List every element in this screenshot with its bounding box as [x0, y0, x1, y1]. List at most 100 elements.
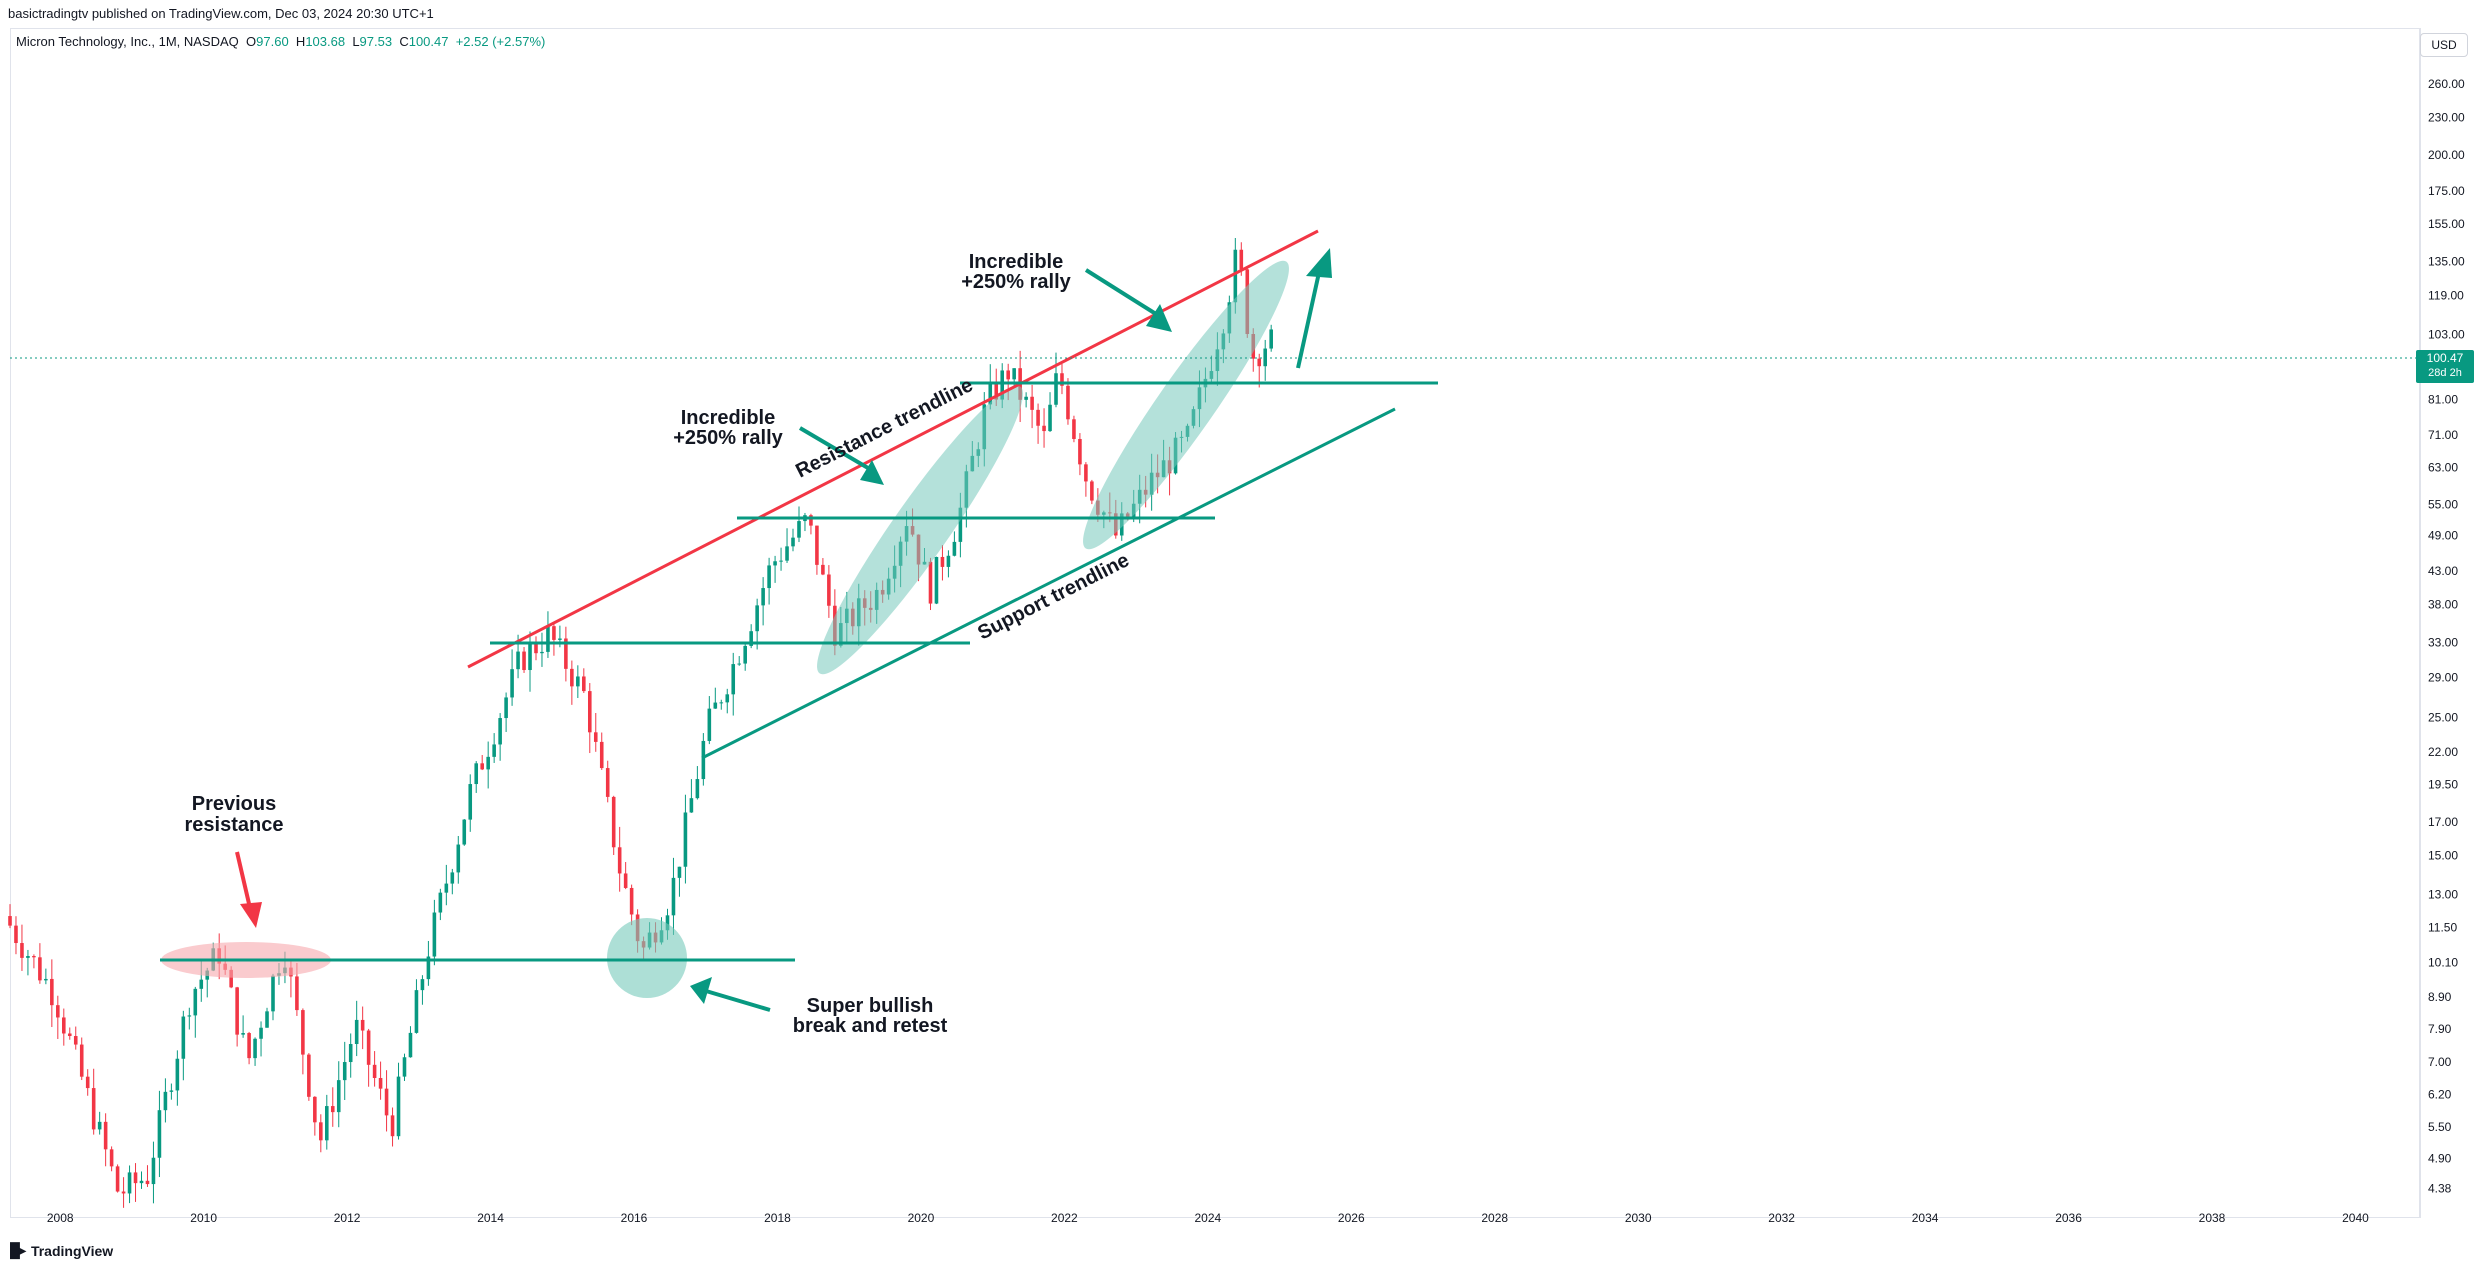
rally-2-text-line2: +250% rally — [961, 271, 1071, 293]
candle-body — [324, 1106, 329, 1141]
candle-body — [599, 741, 604, 769]
x-tick-label: 2008 — [47, 1211, 74, 1225]
candle-body — [713, 702, 718, 709]
last-price-value: 100.47 — [2426, 351, 2464, 365]
candle-body — [1024, 396, 1028, 400]
y-tick-label: 155.00 — [2428, 217, 2465, 231]
candle-body — [420, 979, 425, 991]
bar-countdown: 28d 2h — [2428, 367, 2462, 379]
candle-body — [32, 956, 36, 958]
candle-body — [426, 956, 431, 980]
candle-body — [313, 1096, 317, 1123]
candle-body — [199, 979, 204, 989]
x-tick-label: 2020 — [908, 1211, 935, 1225]
candle-body — [402, 1057, 407, 1077]
candle-body — [1012, 368, 1016, 380]
time-axis[interactable]: 2008 2010 2012 2014 2016 2018 2020 2022 2024 2026… — [47, 1211, 2369, 1225]
candle-body — [1000, 370, 1005, 400]
x-tick-label: 2014 — [477, 1211, 504, 1225]
y-tick-label: 119.00 — [2428, 289, 2464, 303]
symbol-legend: Micron Technology, Inc., 1M, NASDAQ O97.… — [16, 34, 545, 49]
close-label: C — [399, 34, 409, 49]
candle-body — [761, 588, 765, 606]
candle-body — [330, 1106, 335, 1113]
candle-body — [301, 1010, 305, 1055]
candle-body — [1078, 438, 1082, 465]
candle-body — [1257, 358, 1262, 367]
open-label: O — [246, 34, 257, 49]
candle-body — [127, 1172, 132, 1194]
candle-body — [540, 651, 544, 654]
candle-body — [1048, 404, 1052, 432]
rally-2-arrow — [1084, 268, 1172, 332]
x-tick-label: 2024 — [1194, 1211, 1221, 1225]
candle-body — [157, 1110, 162, 1158]
breakout-arrow — [1296, 248, 1332, 369]
price-scale[interactable] — [2420, 28, 2475, 1218]
candle-body — [259, 1027, 263, 1039]
x-tick-label: 2038 — [2199, 1211, 2226, 1225]
candle-body — [384, 1088, 389, 1116]
candle-body — [665, 915, 670, 931]
candle-body — [570, 668, 574, 687]
y-tick-label: 260.00 — [2428, 77, 2465, 91]
x-tick-label: 2036 — [2055, 1211, 2082, 1225]
support-trendline-label: Support trendline — [974, 549, 1132, 644]
close-value: 100.47 — [408, 34, 449, 49]
tradingview-logo[interactable]: █▸ TradingView — [10, 1242, 113, 1259]
candle-body — [546, 626, 550, 652]
candle-body — [169, 1090, 174, 1092]
symbol-name[interactable]: Micron Technology, Inc., 1M, NASDAQ — [16, 34, 239, 49]
candle-body — [695, 779, 700, 799]
arrow-layer — [235, 248, 1332, 1012]
candle-body — [1263, 348, 1268, 367]
candle-body — [139, 1180, 144, 1184]
rally-1-highlight — [817, 385, 1023, 675]
candle-body — [145, 1180, 150, 1185]
candle-body — [1084, 464, 1088, 482]
candle-body — [390, 1115, 395, 1137]
candle-body — [103, 1121, 108, 1150]
resistance-trendline[interactable] — [467, 229, 1319, 669]
candle-body — [749, 631, 753, 646]
candle-body — [354, 1019, 359, 1045]
candle-body — [20, 943, 24, 958]
candle-body — [719, 702, 724, 704]
candle-body — [940, 556, 945, 567]
y-tick-label: 8.90 — [2428, 990, 2452, 1004]
y-tick-label: 6.20 — [2428, 1088, 2452, 1102]
candle-body — [79, 1044, 84, 1077]
y-tick-label: 5.50 — [2428, 1120, 2452, 1134]
candle-body — [56, 1005, 60, 1018]
candle-body — [1054, 373, 1058, 405]
candle-body — [791, 537, 795, 547]
candle-body — [73, 1036, 78, 1045]
candle-body — [946, 555, 951, 567]
candle-body — [767, 565, 771, 589]
publish-line: basictradingtv published on TradingView.… — [8, 6, 434, 21]
rally-2-text-line1: Incredible — [969, 251, 1063, 273]
support-trendline[interactable] — [701, 407, 1396, 760]
chart-pane[interactable] — [10, 28, 2420, 1218]
candle-body — [671, 877, 676, 916]
candle-body — [504, 697, 508, 719]
candle-body — [8, 916, 12, 926]
candle-body — [773, 561, 777, 566]
rally-2-highlight — [1083, 260, 1289, 550]
candle-body — [187, 1015, 192, 1017]
candle-body — [378, 1077, 383, 1089]
candle-body — [67, 1033, 72, 1037]
open-value: 97.60 — [256, 34, 289, 49]
change-value: +2.52 (+2.57%) — [455, 34, 546, 49]
candle-body — [408, 1032, 413, 1058]
y-tick-label: 17.00 — [2428, 815, 2458, 829]
candle-body — [193, 988, 198, 1016]
candle-body — [360, 1019, 365, 1031]
currency-button[interactable]: USD — [2420, 33, 2468, 57]
candle-body — [827, 574, 831, 606]
candle-body — [1233, 249, 1238, 303]
drawing-layer — [10, 229, 2420, 962]
x-tick-label: 2012 — [334, 1211, 361, 1225]
candle-body — [522, 651, 526, 671]
y-tick-label: 49.00 — [2428, 529, 2458, 543]
